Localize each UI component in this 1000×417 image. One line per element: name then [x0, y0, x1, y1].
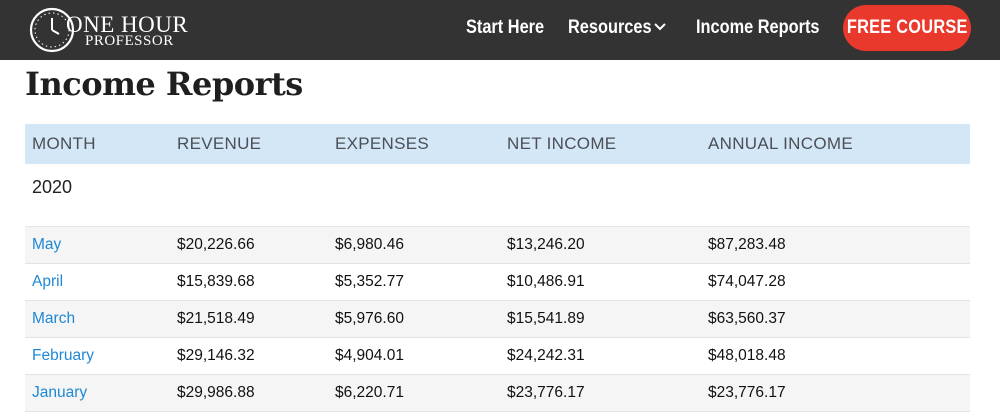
header-month: MONTH [32, 134, 96, 153]
month-link[interactable]: February [32, 347, 95, 364]
expenses-cell: $5,352.77 [335, 273, 404, 290]
annual-income-cell: $48,018.48 [708, 347, 786, 364]
net-income-cell: $10,486.91 [507, 273, 585, 290]
annual-income-cell: $74,047.28 [708, 273, 786, 290]
annual-income-cell: $23,776.17 [708, 384, 786, 401]
revenue-cell: $21,518.49 [177, 310, 255, 327]
header-expenses: EXPENSES [335, 134, 430, 153]
nav-income-reports[interactable]: Income Reports [696, 17, 820, 38]
revenue-cell: $15,839.68 [177, 273, 255, 290]
header-revenue: REVENUE [177, 134, 262, 153]
logo-text-bottom: PROFESSOR [85, 33, 174, 49]
expenses-cell: $6,220.71 [335, 384, 404, 401]
month-link[interactable]: May [32, 236, 62, 253]
revenue-cell: $29,986.88 [177, 384, 255, 401]
net-income-cell: $13,246.20 [507, 236, 585, 253]
expenses-cell: $6,980.46 [335, 236, 404, 253]
annual-income-cell: $87,283.48 [708, 236, 786, 253]
table-row: May $20,226.66 $6,980.46 $13,246.20 $87,… [25, 227, 970, 264]
site-header: ONE HOUR PROFESSOR Start Here Resources … [0, 0, 1000, 60]
month-link[interactable]: January [32, 384, 88, 401]
revenue-cell: $20,226.66 [177, 236, 255, 253]
net-income-cell: $23,776.17 [507, 384, 585, 401]
income-table: MONTH REVENUE EXPENSES NET INCOME ANNUAL… [25, 124, 970, 412]
nav-resources[interactable]: Resources [568, 17, 652, 38]
table-row: February $29,146.32 $4,904.01 $24,242.31… [25, 338, 970, 375]
free-course-button[interactable]: FREE COURSE [843, 5, 971, 51]
table-header: MONTH REVENUE EXPENSES NET INCOME ANNUAL… [25, 124, 970, 164]
net-income-cell: $24,242.31 [507, 347, 585, 364]
expenses-cell: $5,976.60 [335, 310, 404, 327]
clock-logo-icon [29, 7, 75, 53]
logo-text-top: ONE HOUR [66, 12, 189, 37]
year-group-row: 2020 [25, 164, 970, 227]
nav-start-here[interactable]: Start Here [466, 17, 545, 38]
table-row: April $15,839.68 $5,352.77 $10,486.91 $7… [25, 264, 970, 301]
header-net-income: NET INCOME [507, 134, 617, 153]
page-title: Income Reports [25, 65, 303, 103]
header-annual-income: ANNUAL INCOME [708, 134, 853, 153]
month-link[interactable]: April [32, 273, 64, 290]
expenses-cell: $4,904.01 [335, 347, 404, 364]
table-row: January $29,986.88 $6,220.71 $23,776.17 … [25, 375, 970, 412]
annual-income-cell: $63,560.37 [708, 310, 786, 327]
revenue-cell: $29,146.32 [177, 347, 255, 364]
year-label: 2020 [32, 177, 73, 197]
table-row: March $21,518.49 $5,976.60 $15,541.89 $6… [25, 301, 970, 338]
free-course-label: FREE COURSE [846, 17, 968, 38]
month-link[interactable]: March [32, 310, 76, 327]
chevron-down-icon[interactable] [653, 20, 667, 34]
site-logo[interactable]: ONE HOUR PROFESSOR [28, 4, 188, 56]
net-income-cell: $15,541.89 [507, 310, 585, 327]
